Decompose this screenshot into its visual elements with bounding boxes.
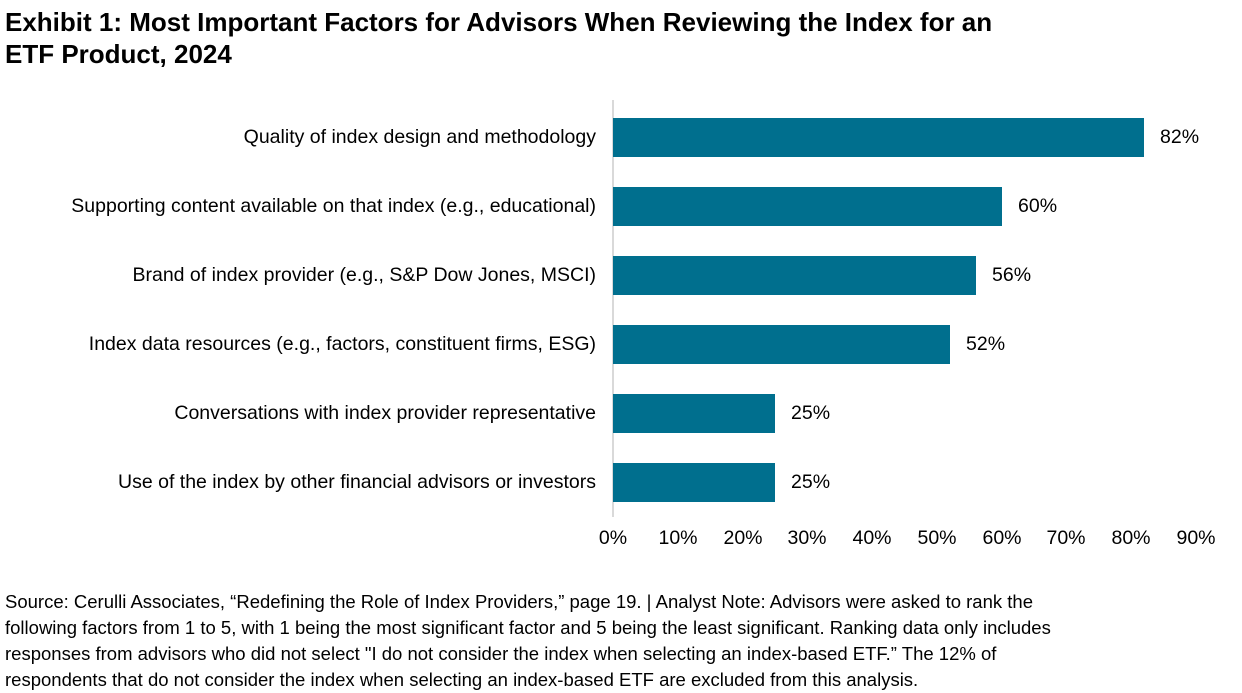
- bar: [613, 256, 976, 295]
- category-label: Conversations with index provider repres…: [174, 402, 596, 424]
- source-note-line-4: respondents that do not consider the ind…: [5, 669, 919, 690]
- value-label: 82%: [1160, 126, 1200, 148]
- bar: [613, 463, 775, 502]
- x-axis-tick-label: 50%: [917, 527, 957, 549]
- value-label: 25%: [791, 471, 831, 493]
- y-axis-line: [612, 100, 614, 517]
- value-label: 52%: [966, 333, 1006, 355]
- source-note: Source: Cerulli Associates, “Redefining …: [5, 589, 1051, 693]
- bar: [613, 118, 1144, 157]
- x-axis-tick-label: 0%: [598, 527, 628, 549]
- chart-title-line-2: ETF Product, 2024: [5, 39, 232, 69]
- x-axis-tick-label: 80%: [1111, 527, 1151, 549]
- bar: [613, 187, 1002, 226]
- x-axis-tick-label: 90%: [1176, 527, 1216, 549]
- source-note-line-2: following factors from 1 to 5, with 1 be…: [5, 617, 1051, 638]
- x-axis-tick-label: 20%: [723, 527, 763, 549]
- bar: [613, 325, 950, 364]
- x-axis-tick-label: 70%: [1046, 527, 1086, 549]
- value-label: 56%: [992, 264, 1032, 286]
- value-label: 60%: [1018, 195, 1058, 217]
- value-label: 25%: [791, 402, 831, 424]
- category-label: Supporting content available on that ind…: [71, 195, 596, 217]
- chart-title-line-1: Exhibit 1: Most Important Factors for Ad…: [5, 7, 993, 37]
- category-label: Quality of index design and methodology: [243, 126, 596, 148]
- x-axis-tick-label: 30%: [787, 527, 827, 549]
- category-label: Brand of index provider (e.g., S&P Dow J…: [132, 264, 596, 286]
- source-note-line-3: responses from advisors who did not sele…: [5, 643, 997, 664]
- category-label: Use of the index by other financial advi…: [118, 471, 596, 493]
- x-axis-tick-label: 10%: [658, 527, 698, 549]
- bar: [613, 394, 775, 433]
- x-axis-tick-label: 60%: [982, 527, 1022, 549]
- source-note-line-1: Source: Cerulli Associates, “Redefining …: [5, 591, 1033, 612]
- chart-title: Exhibit 1: Most Important Factors for Ad…: [5, 6, 992, 70]
- x-axis-tick-label: 40%: [852, 527, 892, 549]
- category-label: Index data resources (e.g., factors, con…: [88, 333, 596, 355]
